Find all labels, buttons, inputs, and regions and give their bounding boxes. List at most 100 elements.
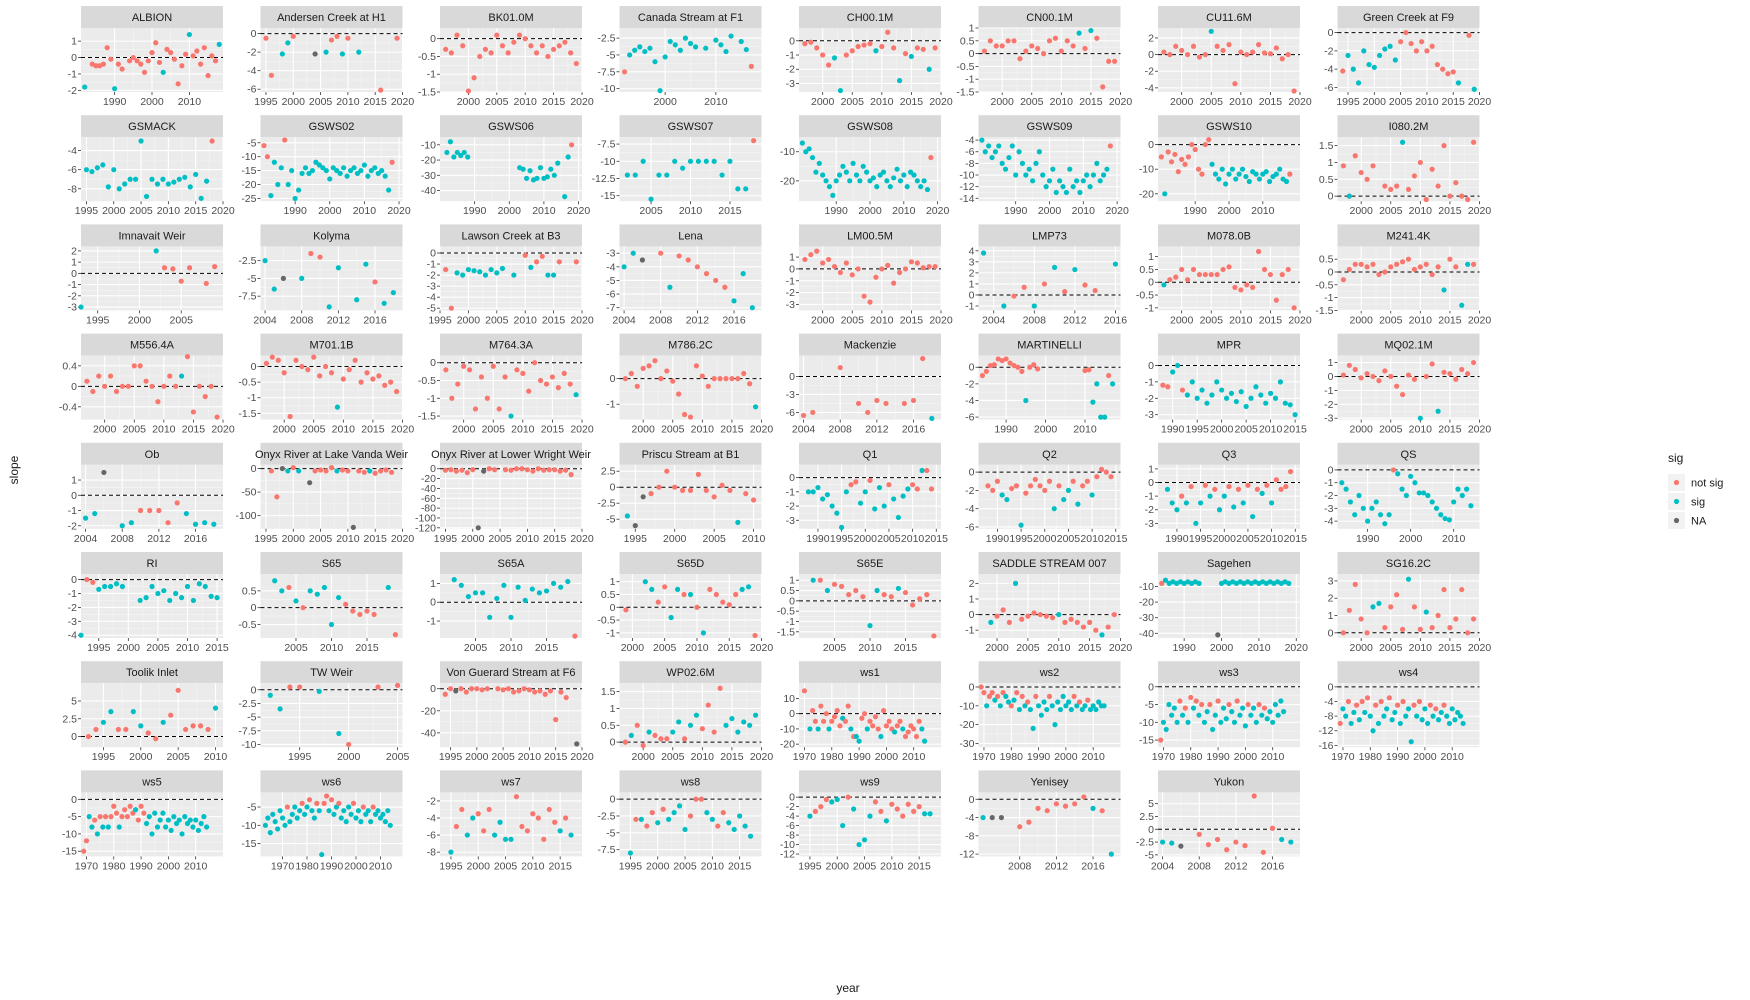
data-point xyxy=(1055,699,1061,705)
data-point xyxy=(1253,384,1259,390)
x-tick-label: 2015 xyxy=(907,860,931,872)
data-point xyxy=(639,257,646,263)
y-tick-label: -1 xyxy=(786,50,795,62)
panel-background xyxy=(440,464,582,529)
panel-background xyxy=(81,683,223,748)
data-point xyxy=(622,376,629,382)
data-point xyxy=(492,832,498,838)
data-point xyxy=(282,137,288,143)
data-point xyxy=(492,467,498,473)
data-point xyxy=(1182,705,1188,711)
data-point xyxy=(1346,362,1352,368)
data-point xyxy=(666,816,672,822)
data-point xyxy=(1258,392,1264,398)
x-tick-label: 2005 xyxy=(170,314,194,326)
data-point xyxy=(1019,160,1026,166)
data-point xyxy=(511,39,517,45)
data-point xyxy=(1019,693,1025,699)
data-point xyxy=(1014,690,1020,696)
legend-title: sig xyxy=(1668,451,1683,465)
y-tick-label: -40 xyxy=(421,483,436,495)
data-point xyxy=(628,732,634,739)
data-point xyxy=(458,686,464,692)
data-point xyxy=(1463,486,1470,492)
panel-background xyxy=(799,683,941,748)
data-point xyxy=(326,808,332,814)
data-point xyxy=(1364,264,1370,270)
data-point xyxy=(1266,178,1273,185)
data-point xyxy=(357,611,363,618)
y-tick-label: -5 xyxy=(1145,849,1154,861)
facet-strip xyxy=(1337,224,1480,247)
x-tick-label: 2005 xyxy=(485,96,509,108)
data-point xyxy=(82,515,89,521)
data-point xyxy=(1052,35,1059,41)
y-tick-label: -10 xyxy=(62,828,77,840)
y-tick-label: 0 xyxy=(789,792,795,804)
data-point xyxy=(116,824,122,830)
data-point xyxy=(334,404,341,410)
data-point xyxy=(713,591,719,598)
data-point xyxy=(1196,271,1203,278)
x-tick-label: 2000 xyxy=(282,533,306,545)
data-point xyxy=(1012,580,1019,586)
data-point xyxy=(875,726,881,732)
data-point xyxy=(1029,178,1036,184)
data-point xyxy=(1159,580,1165,586)
y-tick-label: -6 xyxy=(965,146,974,158)
data-point xyxy=(672,158,678,164)
data-point xyxy=(1427,702,1433,708)
y-tick-label: 0.5 xyxy=(601,589,616,601)
data-point xyxy=(472,590,479,596)
data-point xyxy=(657,88,663,94)
y-tick-label: -2.5 xyxy=(1136,837,1154,849)
y-tick-label: 2 xyxy=(969,578,975,590)
data-point xyxy=(521,686,527,692)
x-tick-label: 2005 xyxy=(1389,96,1413,108)
x-tick-label: 2020 xyxy=(570,96,594,108)
data-point xyxy=(809,154,816,161)
data-point xyxy=(993,43,999,49)
data-point xyxy=(523,175,530,181)
data-point xyxy=(134,58,140,64)
x-tick-label: 2015 xyxy=(728,860,752,872)
y-tick-label: -20 xyxy=(780,175,795,187)
facet-title: ws3 xyxy=(1218,667,1239,679)
data-point xyxy=(894,723,900,729)
x-tick-label: 2004 xyxy=(253,314,277,326)
x-tick-label: 2015 xyxy=(1259,96,1283,108)
y-tick-label: 0 xyxy=(610,373,616,385)
data-point xyxy=(881,503,887,509)
y-tick-label: -5 xyxy=(606,827,615,839)
y-tick-label: -0.5 xyxy=(418,51,436,63)
data-point xyxy=(1013,172,1019,178)
data-point xyxy=(522,597,528,603)
data-point xyxy=(176,176,182,182)
data-point xyxy=(916,718,922,724)
data-point xyxy=(312,51,318,57)
data-point xyxy=(1261,266,1268,273)
data-point xyxy=(376,373,382,379)
data-point xyxy=(1171,705,1177,711)
data-point xyxy=(1223,716,1229,722)
data-point xyxy=(1035,366,1041,372)
data-point xyxy=(193,171,199,178)
data-point xyxy=(1017,56,1023,62)
data-point xyxy=(530,811,536,817)
data-point xyxy=(682,35,689,41)
facet-title: Onyx River at Lower Wright Weir xyxy=(431,449,591,461)
facet-title: Yukon xyxy=(1214,776,1245,788)
data-point xyxy=(914,45,920,51)
data-point xyxy=(1224,847,1230,853)
data-point xyxy=(812,808,818,814)
data-point xyxy=(274,494,280,500)
data-point xyxy=(1459,193,1465,199)
data-point xyxy=(1056,483,1062,489)
data-point xyxy=(336,730,342,737)
data-point xyxy=(995,356,1001,362)
x-tick-label: 2010 xyxy=(1082,751,1106,763)
data-point xyxy=(1061,496,1067,503)
data-point xyxy=(1417,415,1423,421)
data-point xyxy=(1287,469,1294,475)
legend-label: not sig xyxy=(1691,478,1723,490)
